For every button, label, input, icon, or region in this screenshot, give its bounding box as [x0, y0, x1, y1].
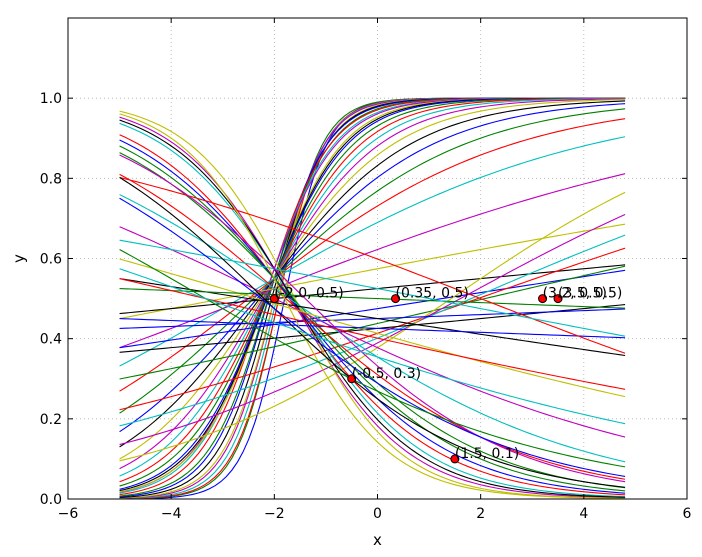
series-line	[119, 265, 626, 380]
data-point-label: (-2.0, 0.5)	[274, 286, 343, 302]
y-tick-label: 0.2	[40, 412, 62, 428]
series-line	[119, 318, 626, 339]
series-line	[119, 258, 626, 398]
x-tick-label: −4	[161, 506, 182, 522]
series-line	[119, 191, 626, 462]
data-point-label: (0.35, 0.5)	[396, 286, 469, 302]
series-line	[119, 139, 626, 494]
series-line	[119, 97, 626, 483]
ticks: −6 −4 −2 0 2 4 6 0.0 0.2 0.4 0.6 0.8 1.0	[40, 18, 692, 522]
x-tick-label: 6	[683, 506, 692, 522]
series-line	[119, 154, 626, 483]
data-point	[538, 294, 548, 304]
data-point	[269, 294, 279, 304]
series-line	[119, 226, 626, 438]
series-line	[119, 108, 626, 414]
x-tick-label: 4	[579, 506, 588, 522]
x-axis-label: x	[373, 531, 382, 549]
y-tick-label: 0.8	[40, 171, 62, 187]
series-layer	[119, 97, 626, 499]
series-line	[119, 288, 626, 309]
series-line	[119, 264, 626, 315]
x-tick-label: 0	[373, 506, 382, 522]
data-point	[347, 374, 357, 384]
y-tick-label: 1.0	[40, 91, 62, 107]
data-point	[391, 294, 401, 304]
y-tick-label: 0.4	[40, 332, 62, 348]
series-line	[119, 122, 626, 498]
series-line	[119, 247, 626, 411]
series-line	[119, 176, 626, 488]
series-line	[119, 239, 626, 337]
data-point	[553, 294, 563, 304]
series-line	[119, 234, 626, 427]
series-line	[119, 308, 626, 329]
data-point-label: (1.5, 0.1)	[455, 446, 519, 462]
series-line	[119, 268, 626, 425]
y-axis-label: y	[10, 254, 28, 263]
x-tick-label: −2	[264, 506, 285, 522]
series-line	[119, 152, 626, 489]
series-line	[119, 223, 626, 320]
data-point-label: (-0.5, 0.3)	[352, 366, 421, 382]
series-line	[119, 176, 626, 354]
series-line	[119, 136, 626, 367]
series-line	[119, 145, 626, 492]
series-line	[119, 100, 626, 448]
series-line	[119, 119, 626, 498]
series-line	[119, 99, 626, 460]
series-line	[119, 116, 626, 499]
series-line	[119, 110, 626, 499]
y-tick-label: 0.0	[40, 492, 62, 508]
series-line	[119, 97, 626, 477]
series-line	[119, 197, 626, 477]
point-labels: (-2.0, 0.5) (0.35, 0.5) (-0.5, 0.3) (1.5, 0…	[274, 286, 622, 462]
data-point-label: (3.2, 0.5)	[543, 286, 607, 302]
series-line	[119, 118, 626, 392]
series-line	[119, 173, 626, 349]
data-point	[450, 454, 460, 464]
series-line	[119, 269, 626, 349]
series-line	[119, 98, 626, 470]
data-point-label: (3.5, 0.5)	[558, 286, 622, 302]
series-line	[119, 113, 626, 499]
series-line	[119, 173, 626, 480]
series-line	[119, 134, 626, 496]
points-layer	[269, 294, 563, 464]
x-tick-label: −6	[58, 506, 79, 522]
series-line	[119, 103, 626, 433]
y-tick-label: 0.6	[40, 252, 62, 268]
x-tick-label: 2	[476, 506, 485, 522]
